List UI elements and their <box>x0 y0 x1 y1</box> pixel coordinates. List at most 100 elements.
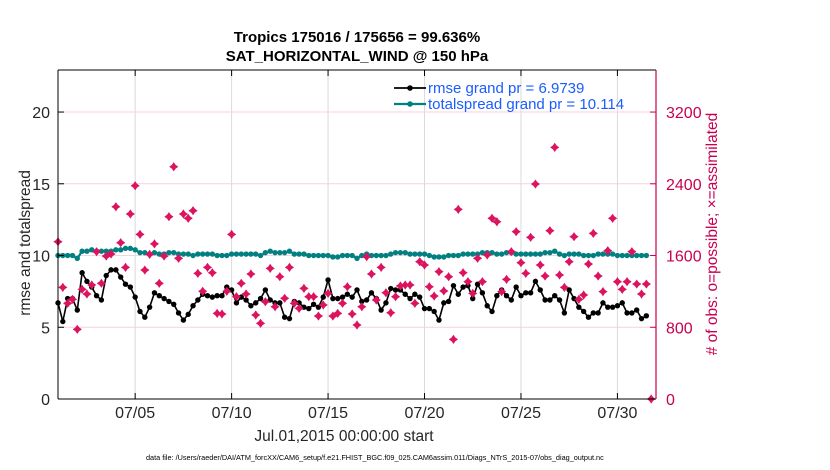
obs-count-marker <box>352 320 362 330</box>
obs-count-marker <box>116 238 126 248</box>
rmse-point <box>494 292 500 299</box>
totalspread-point <box>286 248 293 254</box>
obs-count-marker <box>641 279 651 289</box>
totalspread-point <box>262 249 269 256</box>
obs-count-marker <box>627 247 637 257</box>
rmse-point <box>576 304 582 310</box>
totalspread-point <box>547 249 553 256</box>
rmse-point <box>243 297 249 303</box>
obs-count-marker <box>289 298 299 308</box>
rmse-point <box>460 284 466 290</box>
totalspread-point <box>634 252 640 259</box>
obs-count-marker <box>579 290 589 300</box>
chart-title-line-2: SAT_HORIZONTAL_WIND @ 150 hPa <box>226 48 489 65</box>
totalspread-point <box>64 252 71 259</box>
totalspread-point <box>199 251 206 257</box>
rmse-point <box>392 287 399 293</box>
y-left-tick-label: 10 <box>32 249 50 266</box>
obs-count-marker <box>439 286 449 296</box>
rmse-point <box>634 307 640 313</box>
obs-count-marker <box>448 334 459 344</box>
rmse-point <box>93 292 100 299</box>
rmse-point <box>412 291 418 297</box>
totalspread-point <box>301 251 307 257</box>
totalspread-point <box>523 251 529 257</box>
rmse-point <box>344 291 351 297</box>
obs-count-marker <box>617 284 627 294</box>
obs-count-marker <box>444 272 454 282</box>
rmse-point <box>523 290 529 296</box>
rmse-point <box>214 292 220 299</box>
totalspread-point <box>233 251 240 257</box>
legend-totalspread-marker <box>407 101 413 107</box>
rmse-point <box>609 304 616 310</box>
legend-rmse-label: rmse grand pr = 6.9739 <box>428 80 584 97</box>
totalspread-point <box>257 252 264 259</box>
obs-count-marker <box>241 289 251 299</box>
rmse-point <box>441 300 447 306</box>
obs-count-marker <box>468 288 478 298</box>
rmse-point <box>166 298 172 305</box>
x-tick-label: 07/25 <box>501 405 541 422</box>
obs-count-marker <box>251 310 261 320</box>
rmse-point <box>450 282 457 289</box>
totalspread-point <box>122 245 129 252</box>
left-axis-series <box>55 245 650 325</box>
totalspread-point <box>209 251 216 257</box>
rmse-point <box>108 267 114 273</box>
totalspread-point <box>84 248 90 254</box>
totalspread-point <box>552 248 558 254</box>
obs-count-marker <box>202 262 213 272</box>
totalspread-point <box>219 252 225 259</box>
totalspread-point <box>537 251 543 257</box>
obs-count-marker <box>169 162 179 172</box>
obs-count-marker <box>63 298 73 308</box>
rmse-point <box>445 298 452 305</box>
obs-count-marker <box>608 213 618 223</box>
rmse-point <box>600 300 606 306</box>
totalspread-point <box>397 249 404 256</box>
rmse-point <box>310 301 317 307</box>
obs-count-marker <box>140 265 150 275</box>
totalspread-point <box>619 252 625 259</box>
rmse-point <box>253 300 259 306</box>
totalspread-point <box>325 252 331 259</box>
totalspread-point <box>561 252 568 259</box>
obs-count-marker <box>135 229 145 239</box>
obs-count-marker <box>487 213 497 223</box>
y-right-tick-label: 2400 <box>666 177 702 194</box>
obs-count-marker <box>434 267 444 277</box>
rmse-point <box>219 292 225 299</box>
totalspread-point <box>315 252 322 259</box>
rmse-point <box>513 284 519 290</box>
obs-count-marker <box>400 280 410 290</box>
rmse-point <box>142 314 148 320</box>
obs-count-marker <box>318 300 328 310</box>
obs-count-marker <box>415 257 425 267</box>
obs-count-marker <box>67 294 78 304</box>
y-left-tick-label: 15 <box>32 177 50 194</box>
obs-count-marker <box>395 281 405 291</box>
obs-count-marker <box>309 292 319 302</box>
obs-count-marker <box>492 217 502 227</box>
obs-count-marker <box>173 253 184 263</box>
obs-count-marker <box>87 280 97 290</box>
obs-count-marker <box>458 268 468 278</box>
y-axis-label-right: # of obs: o=possible; ×=assimilated <box>704 113 721 356</box>
totalspread-point <box>431 254 437 260</box>
rmse-point <box>195 297 201 303</box>
rmse-point <box>614 303 621 309</box>
rmse-point <box>383 300 389 306</box>
totalspread-point <box>243 251 249 257</box>
obs-count-marker <box>91 247 102 257</box>
rmse-point <box>204 292 211 299</box>
rmse-point <box>518 292 524 299</box>
totalspread-point <box>137 249 143 256</box>
totalspread-point <box>532 251 539 257</box>
obs-count-marker <box>603 246 613 256</box>
obs-count-marker <box>559 282 569 292</box>
totalspread-point <box>117 247 124 253</box>
obs-count-marker <box>246 269 256 279</box>
totalspread-point <box>132 247 138 253</box>
y-right-tick-label: 3200 <box>666 105 702 122</box>
